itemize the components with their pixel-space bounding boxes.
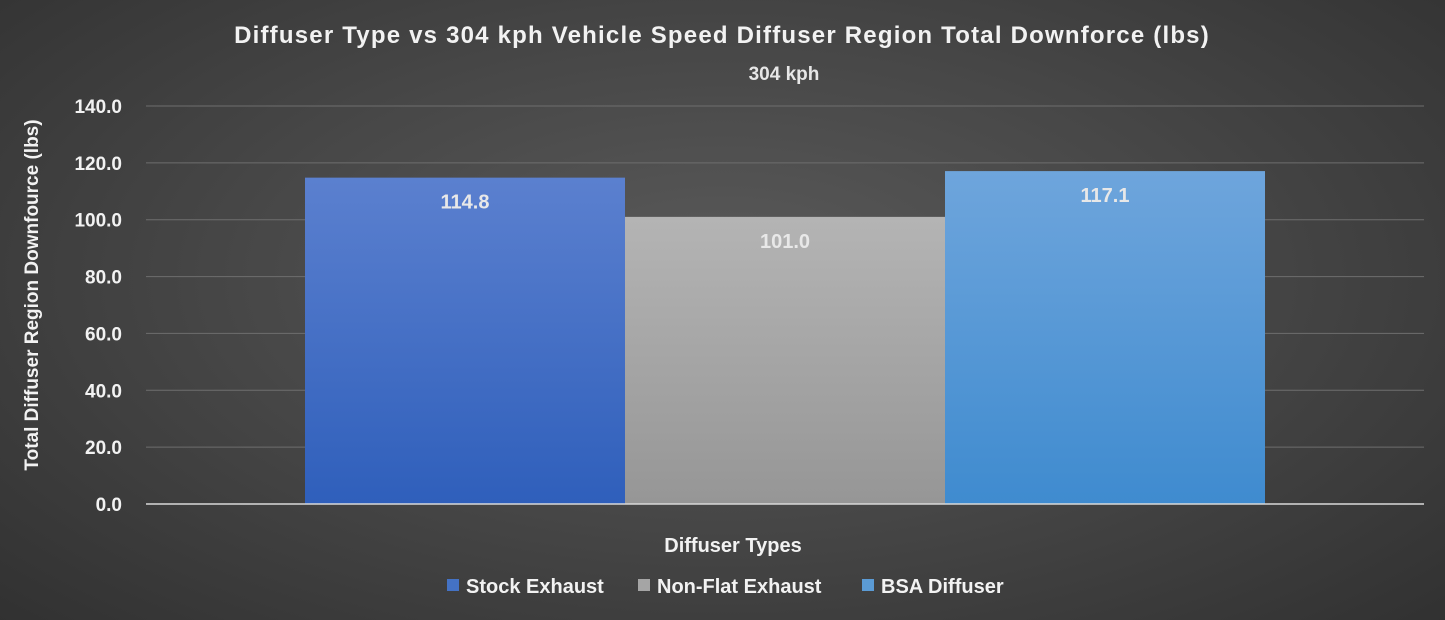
x-axis-label: Diffuser Types <box>664 535 801 557</box>
chart-subtitle: 304 kph <box>749 64 820 85</box>
bar-stock-exhaust <box>305 177 625 504</box>
chart-title: Diffuser Type vs 304 kph Vehicle Speed D… <box>234 22 1210 49</box>
bar-non-flat-exhaust <box>625 216 945 504</box>
data-labels: 114.8 101.0 117.1 <box>441 185 1130 253</box>
bars <box>305 171 1265 504</box>
legend-swatch <box>862 579 874 591</box>
data-label: 114.8 <box>441 192 490 214</box>
y-tick-label: 0.0 <box>96 495 122 516</box>
data-label: 117.1 <box>1081 185 1130 207</box>
y-tick-label: 120.0 <box>74 154 122 175</box>
y-tick-label: 20.0 <box>85 438 122 459</box>
y-axis-label: Total Diffuser Region Downfource (lbs) <box>22 119 43 470</box>
legend-swatch <box>638 579 650 591</box>
data-label: 101.0 <box>760 231 810 253</box>
legend-swatch <box>447 579 459 591</box>
legend-label: Non-Flat Exhaust <box>657 576 822 598</box>
y-tick-label: 80.0 <box>85 268 122 289</box>
y-axis-ticks: 0.0 20.0 40.0 60.0 80.0 100.0 120.0 140.0 <box>74 97 122 516</box>
legend-label: BSA Diffuser <box>881 576 1004 598</box>
y-tick-label: 60.0 <box>85 324 122 345</box>
legend-label: Stock Exhaust <box>466 576 604 598</box>
y-tick-label: 140.0 <box>74 97 122 118</box>
bar-bsa-diffuser <box>945 171 1265 504</box>
y-tick-label: 100.0 <box>74 211 122 232</box>
legend: Stock Exhaust Non-Flat Exhaust BSA Diffuse… <box>447 576 1004 598</box>
y-tick-label: 40.0 <box>85 381 122 402</box>
